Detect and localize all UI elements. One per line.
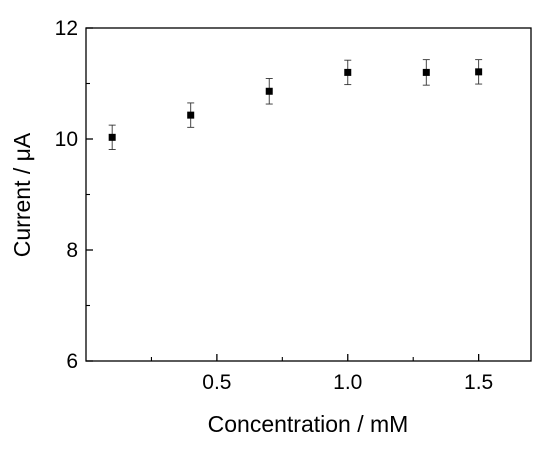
data-point-0	[108, 133, 116, 141]
x-tick-label-0: 0.5	[202, 371, 231, 394]
y-tick-label-3: 12	[55, 17, 78, 40]
y-tick-label-1: 8	[66, 239, 78, 262]
error-bars	[108, 59, 483, 150]
axis-tick-labels: 0.5 1.0 1.5 6 8 10 12	[55, 17, 494, 394]
x-tick-label-1: 1.0	[333, 371, 362, 394]
y-axis-title: Current / μA	[9, 132, 35, 257]
data-point-2	[265, 87, 273, 95]
data-point-3	[344, 68, 352, 76]
y-tick-label-2: 10	[55, 128, 78, 151]
y-tick-label-0: 6	[66, 350, 78, 373]
x-axis-title: Concentration / mM	[208, 411, 409, 437]
data-point-5	[475, 68, 483, 76]
x-tick-label-2: 1.5	[464, 371, 493, 394]
data-point-4	[422, 68, 430, 76]
axis-ticks	[86, 27, 480, 362]
plot-frame	[85, 27, 532, 362]
data-points	[108, 68, 483, 141]
data-point-1	[187, 111, 195, 119]
